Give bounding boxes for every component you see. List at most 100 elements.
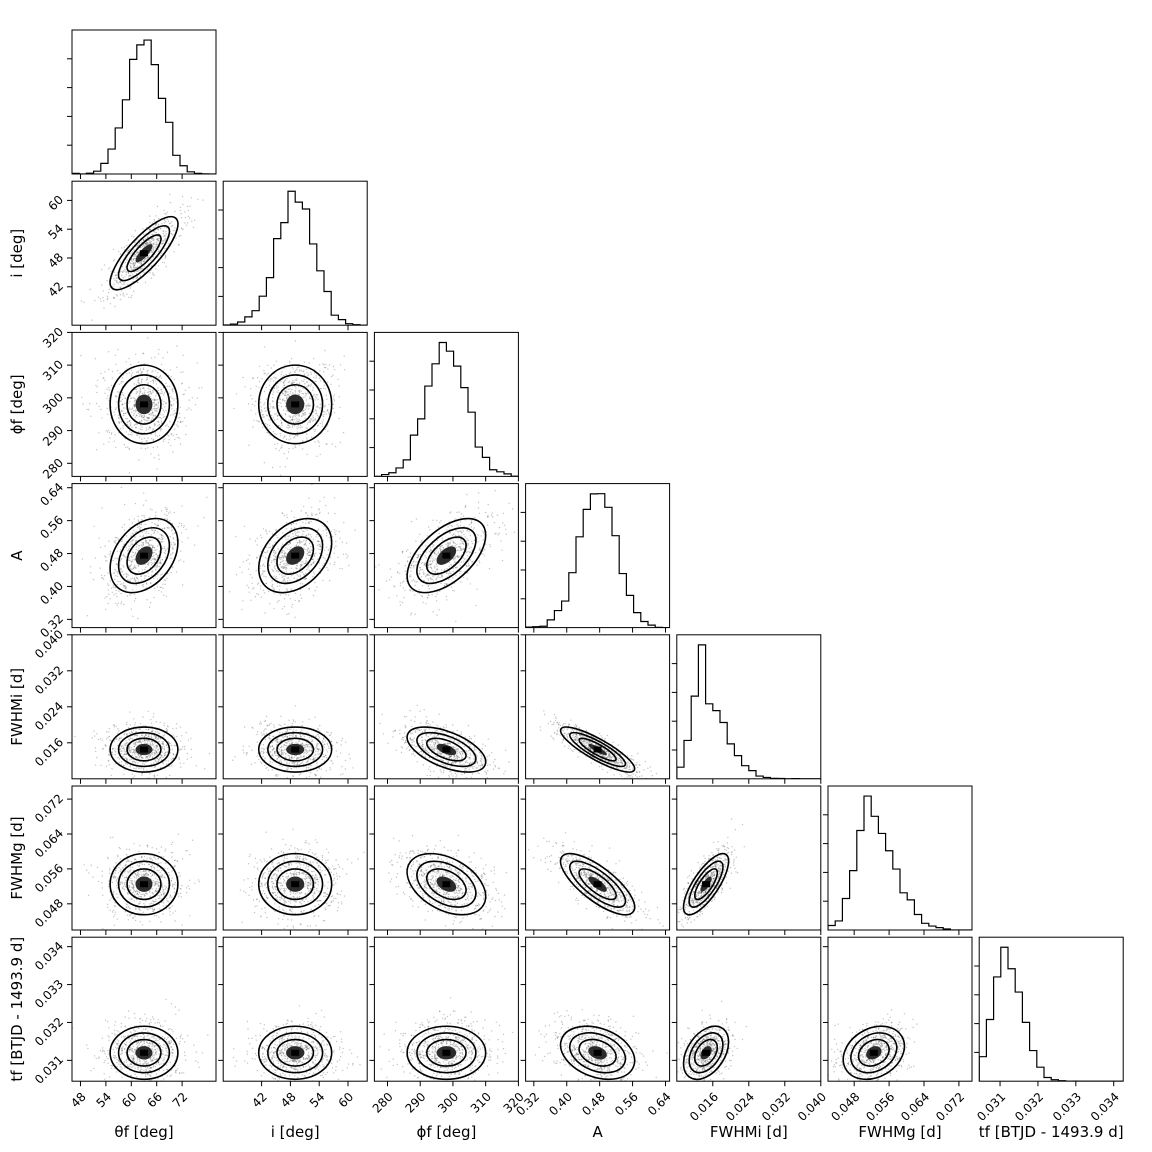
x-axis-label-FWHM_g: FWHMg [d] [858, 1123, 941, 1141]
panel-phi_f-vs-theta_f: 280 290 300 310 320 [40, 325, 217, 482]
y-tick-label: 0.024 [32, 699, 66, 733]
axis-frame [222, 483, 368, 629]
contour-2sigma [109, 517, 179, 594]
contour-1sigma [425, 536, 467, 575]
panel-theta_f-vs-theta_f [67, 29, 217, 179]
x-tick-label: 0.016 [687, 1090, 721, 1124]
axis-frame [222, 936, 368, 1082]
contour-1.5sigma [117, 225, 171, 282]
contour-1sigma [578, 868, 617, 901]
panel-A-vs-A [520, 483, 671, 633]
contour-2sigma [257, 1025, 333, 1081]
panel-t_f-vs-A: 0.32 0.40 0.48 0.56 0.64 [513, 936, 674, 1119]
panel-t_f-vs-FWHM_g: 0.048 0.056 0.064 0.072 [823, 936, 973, 1124]
contour-1.5sigma [267, 731, 324, 768]
contour-2sigma [559, 1025, 636, 1081]
y-axis-label-A: A [8, 550, 26, 561]
y-axis-label-t_f: tf [BTJD - 1493.9 d] [8, 937, 26, 1082]
panel-t_f-vs-t_f: 0.031 0.032 0.033 0.034 [974, 936, 1124, 1124]
contour-2sigma [842, 1025, 906, 1081]
histogram-theta_f [72, 39, 216, 174]
axis-frame [676, 785, 822, 931]
x-tick-label: 66 [144, 1090, 165, 1111]
y-tick-label: 0.064 [32, 826, 66, 860]
panel-A-vs-theta_f: 0.320.400.480.560.64 [37, 480, 217, 640]
contour-2sigma [406, 517, 487, 594]
contour-2sigma [257, 726, 333, 773]
x-tick-label: 0.56 [612, 1090, 641, 1119]
contour-1sigma [425, 868, 467, 901]
peak-mark [442, 881, 451, 888]
axis-frame [373, 634, 519, 780]
contour-2sigma [682, 1025, 730, 1081]
axis-frame [525, 634, 671, 780]
panel-FWHM_g-vs-A [520, 785, 671, 935]
contour-2sigma [109, 852, 179, 916]
x-tick-label: 54 [307, 1090, 328, 1111]
peak-mark [140, 250, 148, 257]
contour-1.5sigma [117, 374, 171, 435]
scatter-points [223, 1005, 361, 1082]
contour-1sigma [276, 737, 315, 762]
x-tick-label: 0.048 [828, 1090, 862, 1124]
contour-2sigma [406, 852, 487, 916]
axis-frame [71, 29, 217, 175]
axis-frame [373, 936, 519, 1082]
contour-1sigma [126, 234, 162, 273]
axis-frame [525, 483, 671, 629]
contour-1sigma [425, 1038, 467, 1067]
axis-frame [71, 634, 217, 780]
y-tick-label: 0.032 [32, 1015, 66, 1049]
panel-t_f-vs-FWHM_i: 0.016 0.024 0.032 0.040 [671, 936, 829, 1124]
y-tick-label: 290 [40, 423, 66, 449]
peak-mark [442, 746, 451, 753]
panel-A-vs-phi_f [369, 483, 519, 633]
histogram-phi_f [374, 341, 519, 477]
contour-1.5sigma [267, 527, 324, 585]
x-tick-label: 280 [370, 1090, 396, 1116]
panel-phi_f-vs-phi_f [369, 331, 519, 482]
x-tick-label: 0.64 [645, 1090, 674, 1119]
x-tick-label: 0.031 [974, 1090, 1008, 1124]
x-tick-label: 0.032 [759, 1090, 793, 1124]
x-tick-label: 290 [402, 1090, 428, 1116]
x-tick-label: 0.48 [579, 1090, 608, 1119]
contour-1sigma [693, 868, 719, 901]
y-axis-label-phi_f: ϕf [deg] [8, 374, 26, 434]
contour-1sigma [425, 737, 467, 762]
x-axis-label-A: A [592, 1123, 603, 1141]
y-tick-label: 48 [45, 250, 66, 271]
contour-1.5sigma [267, 1032, 324, 1074]
x-tick-label: 0.040 [795, 1090, 829, 1124]
contour-1.5sigma [117, 527, 171, 585]
y-axis-label-FWHM_g: FWHMg [d] [8, 816, 26, 899]
y-tick-label: 0.48 [37, 546, 66, 575]
contour-2sigma [109, 215, 179, 291]
peak-mark [291, 1049, 300, 1056]
axis-frame [222, 180, 368, 326]
panel-FWHM_g-vs-phi_f [369, 785, 519, 935]
contour-1sigma [126, 868, 162, 901]
peak-mark [702, 881, 711, 888]
contour-1sigma [276, 536, 315, 575]
contour-1.5sigma [117, 731, 171, 768]
peak-mark [140, 401, 148, 408]
peak-mark [140, 1049, 148, 1056]
contour-1sigma [276, 1038, 315, 1067]
scatter-points [388, 834, 507, 930]
contour-2sigma [109, 726, 179, 773]
y-tick-label: 0.048 [32, 896, 66, 930]
contour-1.5sigma [688, 860, 724, 908]
contour-1sigma [126, 536, 162, 575]
contour-1.5sigma [569, 1032, 627, 1074]
y-tick-label: 310 [40, 357, 66, 383]
peak-mark [291, 746, 300, 753]
histogram-FWHM_g [828, 795, 972, 930]
x-tick-label: 310 [468, 1090, 494, 1116]
panel-FWHM_g-vs-FWHM_g [823, 785, 973, 935]
y-tick-label: 0.40 [37, 579, 66, 608]
y-tick-label: 0.016 [32, 735, 66, 769]
contour-1sigma [276, 383, 315, 425]
peak-mark [291, 881, 300, 888]
